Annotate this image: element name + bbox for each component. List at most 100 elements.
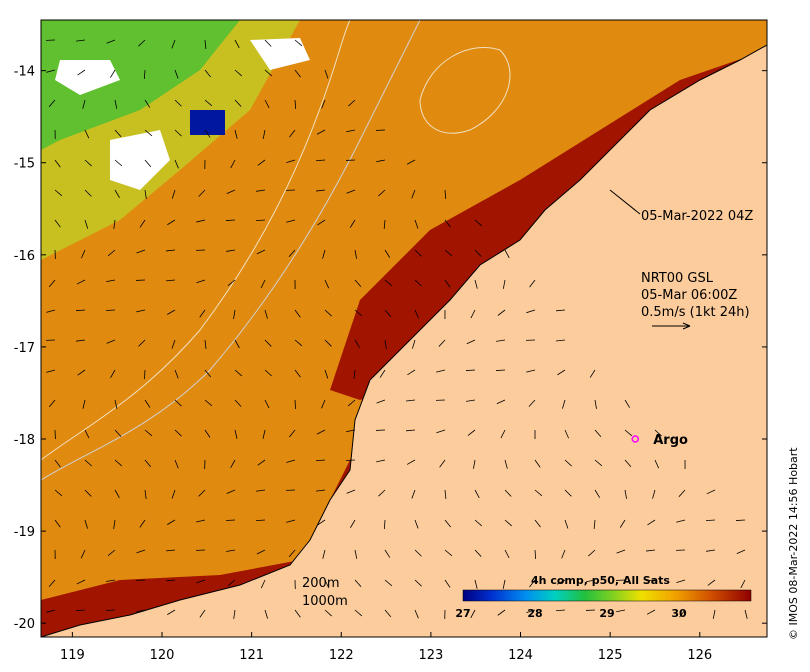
argo-float-marker[interactable] [631, 435, 639, 443]
current-vector [84, 459, 92, 467]
current-vector [474, 249, 482, 257]
current-vector [473, 459, 476, 469]
current-vector [144, 99, 151, 108]
current-vector [76, 279, 86, 285]
current-vector [324, 69, 329, 79]
current-vector [406, 459, 416, 465]
current-vector [444, 579, 451, 588]
current-vector [234, 429, 238, 439]
current-vector [414, 519, 419, 529]
current-vector [167, 609, 176, 615]
current-vector [227, 279, 236, 286]
current-vector [474, 279, 478, 289]
current-vector [226, 249, 236, 252]
current-vector [654, 459, 660, 469]
current-vector [414, 219, 419, 229]
current-vector [504, 549, 510, 559]
contour-200m-legend: 200m [302, 576, 339, 591]
current-vector [529, 579, 536, 588]
current-vector [500, 429, 506, 439]
x-tick-label: 124 [508, 648, 533, 663]
current-vector [144, 159, 152, 168]
current-vector [84, 189, 92, 197]
current-vector [81, 249, 86, 259]
current-vector [712, 609, 716, 619]
current-vector [84, 219, 89, 229]
x-tick-label: 121 [239, 648, 264, 663]
current-vector [226, 549, 236, 552]
current-vector [736, 549, 746, 555]
current-vector [105, 609, 116, 611]
current-vector [594, 429, 602, 438]
current-vector [444, 489, 447, 499]
current-vector [294, 99, 297, 110]
current-vector [75, 609, 86, 612]
current-vector [234, 39, 240, 49]
current-vector [171, 489, 176, 499]
current-vector [264, 339, 272, 347]
current-vector [143, 69, 146, 80]
current-vector [264, 39, 272, 47]
current-vector [497, 609, 506, 616]
current-vector [529, 279, 536, 288]
current-vector [84, 519, 88, 529]
scale-arrow [652, 322, 691, 330]
current-vector [138, 39, 146, 47]
current-vector [230, 159, 236, 169]
current-vector [321, 399, 326, 409]
current-vector [106, 579, 116, 582]
current-vector [166, 549, 176, 552]
current-vector [593, 519, 596, 529]
current-vector [740, 579, 746, 589]
current-vector [624, 459, 632, 468]
current-vector [534, 549, 537, 560]
current-vector [199, 609, 206, 618]
current-vector [84, 489, 92, 497]
current-vector [166, 249, 176, 252]
current-vector [257, 459, 266, 466]
current-vector [316, 489, 326, 492]
current-vector [526, 609, 536, 613]
current-vector [474, 219, 483, 227]
current-vector [502, 579, 506, 589]
current-vector [496, 399, 506, 405]
current-vector [107, 249, 116, 257]
current-vector [624, 429, 633, 437]
current-vector [414, 249, 422, 257]
current-vector [384, 339, 387, 349]
current-vector [376, 399, 386, 404]
current-vector [564, 459, 572, 467]
current-vector [349, 219, 356, 228]
sst-cold-band [41, 20, 240, 150]
current-vector [317, 519, 326, 526]
current-vector [136, 249, 146, 254]
current-vector [619, 519, 626, 528]
current-vector [286, 219, 296, 223]
current-vector [444, 219, 451, 228]
current-vector [294, 39, 303, 47]
x-tick-label: 122 [329, 648, 354, 663]
current-vector [354, 279, 362, 288]
current-vector [466, 399, 476, 402]
current-vector [255, 519, 266, 522]
current-vector [84, 159, 92, 167]
current-vector [82, 99, 86, 109]
current-vector [233, 609, 236, 619]
y-tick-label: -16 [14, 249, 35, 264]
current-vector [107, 549, 116, 557]
current-vector [316, 189, 326, 192]
current-vector [48, 579, 56, 588]
current-vector [264, 369, 272, 377]
current-vector [324, 279, 330, 289]
current-vector [139, 519, 146, 528]
current-vector [54, 519, 61, 528]
current-vector [234, 129, 238, 139]
current-vector [256, 189, 266, 192]
current-vector [354, 249, 358, 259]
current-vector [502, 279, 506, 289]
current-vector [204, 339, 207, 349]
current-vector [48, 399, 56, 408]
current-vector [474, 549, 482, 557]
current-vector [556, 309, 566, 312]
